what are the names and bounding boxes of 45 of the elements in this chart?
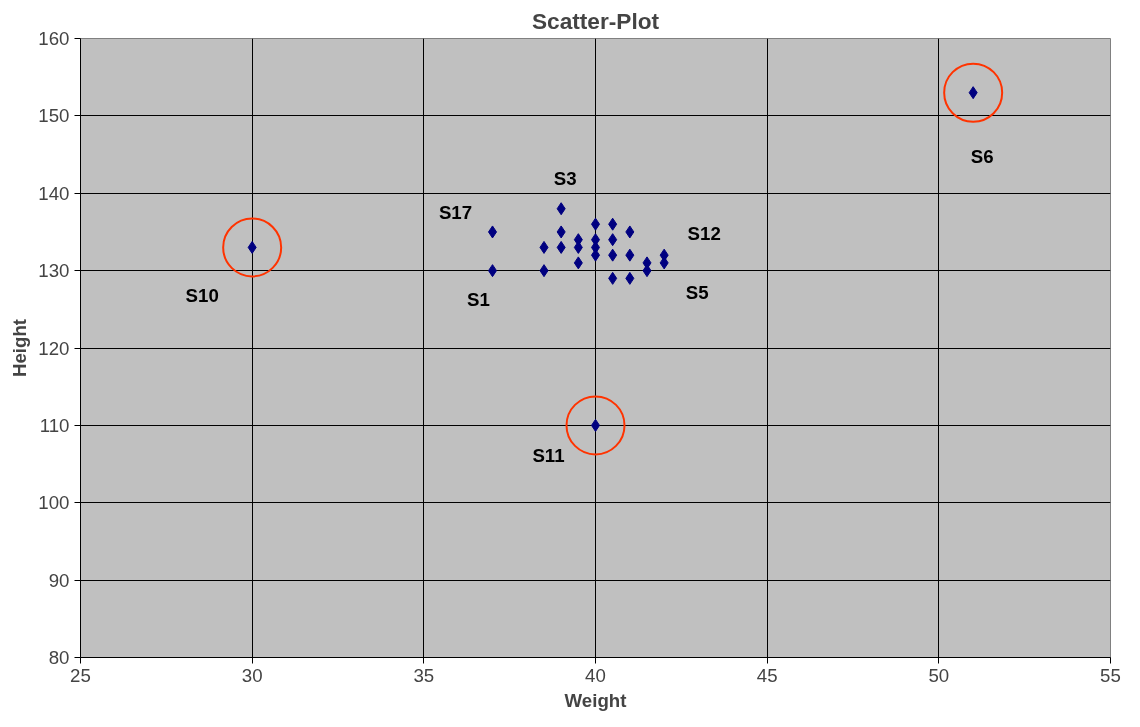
- annotation: S3: [553, 168, 577, 190]
- x-tick-label: 35: [413, 664, 435, 686]
- point: [539, 240, 549, 254]
- point: [608, 233, 618, 247]
- y-tick-label: 80: [48, 647, 70, 668]
- point: [565, 395, 626, 456]
- annotation: S1: [467, 289, 490, 311]
- x-tick-label: 30: [241, 664, 263, 686]
- point: [608, 248, 618, 262]
- y-tick-label: 160: [38, 28, 70, 49]
- point: [247, 240, 257, 254]
- y-tick-label: 120: [38, 337, 70, 359]
- x-tick-label: 25: [70, 664, 91, 686]
- x-tick-label: 45: [756, 664, 778, 686]
- x-axis-title: Weight: [564, 689, 627, 711]
- y-tick-label: 100: [38, 492, 70, 514]
- x-tick-label: 55: [1100, 664, 1121, 686]
- y-tick-label: 150: [38, 105, 70, 127]
- annotation: S17: [438, 202, 473, 224]
- point: [625, 248, 635, 262]
- point: [539, 264, 549, 278]
- point: [556, 240, 566, 254]
- annotation: S10: [185, 284, 219, 306]
- annotation: S5: [685, 282, 709, 304]
- point: [222, 217, 283, 278]
- point: [625, 271, 635, 285]
- point: [573, 256, 583, 270]
- point: [608, 271, 618, 285]
- x-tick-label: 40: [585, 664, 606, 686]
- point: [556, 225, 566, 239]
- point: [968, 86, 978, 100]
- point: [556, 202, 566, 216]
- chart-title: Scatter-Plot: [531, 7, 660, 34]
- x-tick-label: 50: [928, 664, 950, 686]
- y-axis-title: Height: [9, 318, 31, 378]
- point: [608, 217, 618, 231]
- point: [625, 225, 635, 239]
- point: [943, 62, 1004, 123]
- y-tick-label: 110: [39, 414, 70, 436]
- y-tick-label: 140: [38, 182, 70, 204]
- annotation: S12: [687, 222, 721, 244]
- y-tick-label: 130: [38, 260, 70, 282]
- annotation: S6: [970, 146, 994, 168]
- annotation: S11: [532, 444, 565, 466]
- y-tick-label: 90: [48, 569, 70, 591]
